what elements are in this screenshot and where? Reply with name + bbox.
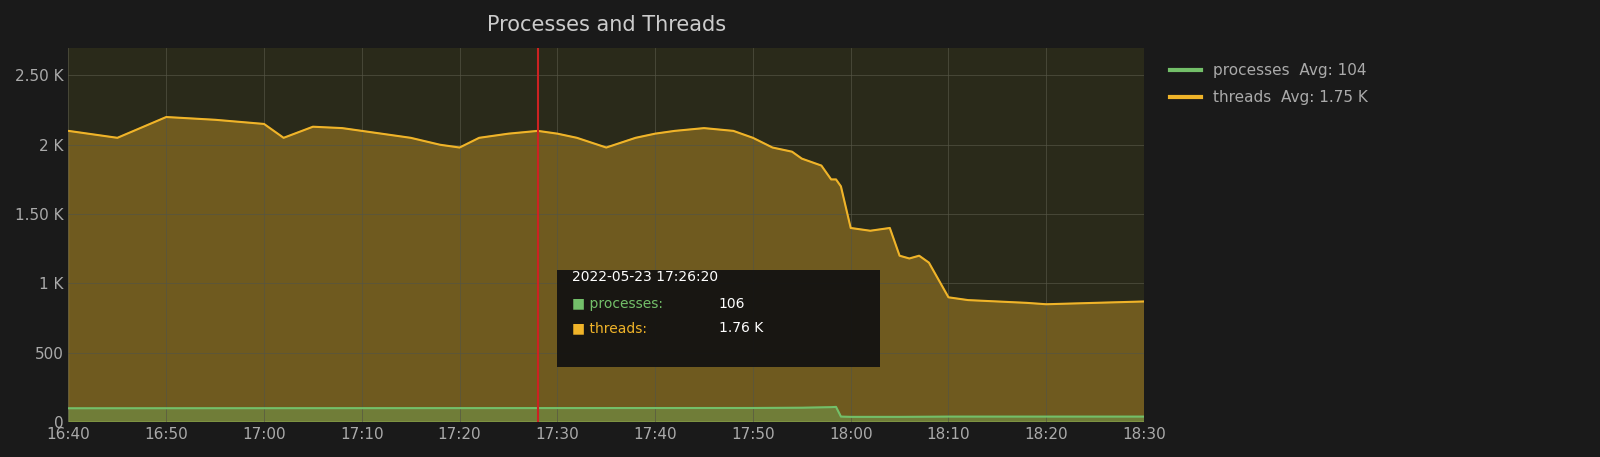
Text: ■ threads:: ■ threads: bbox=[573, 321, 646, 335]
Text: 1.76 K: 1.76 K bbox=[718, 321, 763, 335]
Text: ■ processes:: ■ processes: bbox=[573, 298, 662, 311]
FancyBboxPatch shape bbox=[557, 270, 880, 367]
Text: 2022-05-23 17:26:20: 2022-05-23 17:26:20 bbox=[573, 270, 718, 284]
Legend: processes  Avg: 104, threads  Avg: 1.75 K: processes Avg: 104, threads Avg: 1.75 K bbox=[1163, 55, 1376, 113]
Title: Processes and Threads: Processes and Threads bbox=[486, 15, 726, 35]
Text: 106: 106 bbox=[718, 298, 746, 311]
